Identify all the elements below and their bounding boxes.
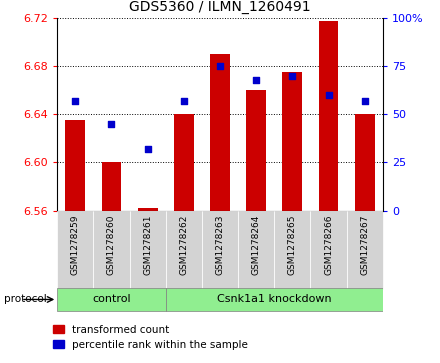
Point <box>325 92 332 98</box>
FancyBboxPatch shape <box>129 211 166 289</box>
Bar <box>246 90 266 211</box>
Text: protocol: protocol <box>4 294 47 305</box>
Bar <box>282 72 302 211</box>
FancyBboxPatch shape <box>166 211 202 289</box>
FancyBboxPatch shape <box>311 211 347 289</box>
Text: GSM1278260: GSM1278260 <box>107 215 116 275</box>
Bar <box>174 114 194 211</box>
Text: GSM1278259: GSM1278259 <box>71 215 80 275</box>
Point <box>144 146 151 152</box>
Point <box>108 121 115 127</box>
Text: control: control <box>92 294 131 305</box>
Bar <box>138 208 158 211</box>
FancyBboxPatch shape <box>57 211 93 289</box>
Text: Csnk1a1 knockdown: Csnk1a1 knockdown <box>217 294 332 305</box>
Point <box>253 77 260 83</box>
Bar <box>102 163 121 211</box>
FancyBboxPatch shape <box>238 211 274 289</box>
Legend: transformed count, percentile rank within the sample: transformed count, percentile rank withi… <box>49 321 252 354</box>
Text: GSM1278262: GSM1278262 <box>180 215 188 275</box>
Text: GSM1278264: GSM1278264 <box>252 215 260 275</box>
Bar <box>319 21 338 211</box>
Bar <box>210 54 230 211</box>
Title: GDS5360 / ILMN_1260491: GDS5360 / ILMN_1260491 <box>129 0 311 15</box>
FancyBboxPatch shape <box>202 211 238 289</box>
Bar <box>355 114 375 211</box>
FancyBboxPatch shape <box>57 288 166 311</box>
Text: GSM1278267: GSM1278267 <box>360 215 369 275</box>
Point <box>216 63 224 69</box>
Point <box>289 73 296 79</box>
Text: GSM1278266: GSM1278266 <box>324 215 333 275</box>
FancyBboxPatch shape <box>347 211 383 289</box>
Point <box>361 98 368 104</box>
Point <box>72 98 79 104</box>
Text: GSM1278263: GSM1278263 <box>216 215 224 275</box>
Point <box>180 98 187 104</box>
FancyBboxPatch shape <box>93 211 129 289</box>
Bar <box>66 121 85 211</box>
FancyBboxPatch shape <box>166 288 383 311</box>
Text: GSM1278261: GSM1278261 <box>143 215 152 275</box>
Text: GSM1278265: GSM1278265 <box>288 215 297 275</box>
FancyBboxPatch shape <box>274 211 311 289</box>
